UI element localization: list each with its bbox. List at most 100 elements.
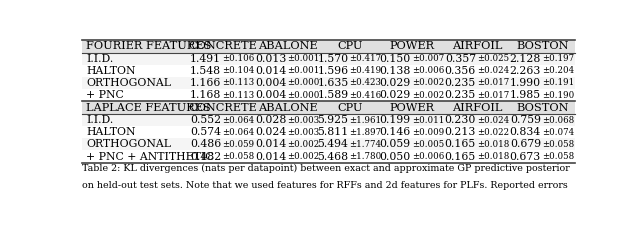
Text: POWER: POWER <box>390 41 435 51</box>
Text: 0.014: 0.014 <box>255 152 286 161</box>
Text: 0.679: 0.679 <box>510 139 541 149</box>
Text: 0.165: 0.165 <box>445 139 476 149</box>
Text: FOURIER FEATURES: FOURIER FEATURES <box>86 41 211 51</box>
Text: 5.468: 5.468 <box>317 152 349 161</box>
Text: ±0.024: ±0.024 <box>477 66 509 75</box>
Text: ±0.074: ±0.074 <box>542 128 574 137</box>
Text: ±0.003: ±0.003 <box>287 128 319 137</box>
Text: HALTON: HALTON <box>86 127 136 137</box>
Text: ±0.018: ±0.018 <box>477 140 509 149</box>
Text: ±0.001: ±0.001 <box>287 54 319 63</box>
Text: 0.165: 0.165 <box>445 152 476 161</box>
Text: 0.014: 0.014 <box>255 139 286 149</box>
Text: 0.146: 0.146 <box>380 127 411 137</box>
Text: ±0.017: ±0.017 <box>477 79 509 87</box>
Text: AIRFOIL: AIRFOIL <box>452 103 502 113</box>
Text: BOSTON: BOSTON <box>516 103 569 113</box>
Text: 0.213: 0.213 <box>445 127 476 137</box>
Text: ±0.416: ±0.416 <box>349 91 381 100</box>
Text: ±0.190: ±0.190 <box>542 91 574 100</box>
Text: ±0.003: ±0.003 <box>287 116 319 125</box>
Text: ±0.007: ±0.007 <box>412 54 444 63</box>
Bar <box>83 40 575 53</box>
Text: CONCRETE: CONCRETE <box>188 103 257 113</box>
Text: 1.168: 1.168 <box>189 90 221 100</box>
Text: 0.482: 0.482 <box>190 152 221 161</box>
Text: ±0.009: ±0.009 <box>412 128 444 137</box>
Text: ±0.000: ±0.000 <box>287 79 319 87</box>
Text: 1.589: 1.589 <box>317 90 349 100</box>
Text: ±0.058: ±0.058 <box>542 140 574 149</box>
Text: 0.673: 0.673 <box>509 152 541 161</box>
Text: ±1.780: ±1.780 <box>349 152 381 161</box>
Text: 1.570: 1.570 <box>317 54 349 64</box>
Text: ±0.002: ±0.002 <box>412 79 444 87</box>
Text: on held-out test sets. Note that we used features for RFFs and 2d features for P: on held-out test sets. Note that we used… <box>83 181 568 190</box>
Bar <box>83 65 575 77</box>
Text: ABALONE: ABALONE <box>258 103 317 113</box>
Text: ±0.064: ±0.064 <box>222 128 254 137</box>
Text: 1.548: 1.548 <box>190 66 221 76</box>
Text: 0.059: 0.059 <box>380 139 411 149</box>
Text: ±0.002: ±0.002 <box>287 140 319 149</box>
Text: ±0.002: ±0.002 <box>412 91 444 100</box>
Text: 5.811: 5.811 <box>317 127 349 137</box>
Text: BOSTON: BOSTON <box>516 41 569 51</box>
Text: ±0.002: ±0.002 <box>287 152 319 161</box>
Text: ±0.191: ±0.191 <box>542 79 574 87</box>
Text: 0.759: 0.759 <box>510 115 541 125</box>
Text: ±0.106: ±0.106 <box>222 54 254 63</box>
Text: 0.235: 0.235 <box>445 90 476 100</box>
Text: CPU: CPU <box>337 103 363 113</box>
Text: ±1.774: ±1.774 <box>349 140 381 149</box>
Text: ±0.423: ±0.423 <box>349 79 381 87</box>
Text: 0.029: 0.029 <box>380 90 411 100</box>
Text: ±0.005: ±0.005 <box>412 140 444 149</box>
Text: ±0.011: ±0.011 <box>412 116 444 125</box>
Text: ±0.025: ±0.025 <box>477 54 509 63</box>
Text: 1.166: 1.166 <box>189 78 221 88</box>
Text: 2.263: 2.263 <box>509 66 541 76</box>
Text: 1.596: 1.596 <box>317 66 349 76</box>
Text: 0.356: 0.356 <box>445 66 476 76</box>
Bar <box>83 138 575 150</box>
Text: ±0.017: ±0.017 <box>477 91 509 100</box>
Text: 5.494: 5.494 <box>317 139 349 149</box>
Text: Table 2: KL divergences (nats per datapoint) between exact and approximate GP pr: Table 2: KL divergences (nats per datapo… <box>83 164 570 174</box>
Text: 0.028: 0.028 <box>255 115 286 125</box>
Text: 0.834: 0.834 <box>509 127 541 137</box>
Text: POWER: POWER <box>390 103 435 113</box>
Text: 0.150: 0.150 <box>380 54 411 64</box>
Text: 5.925: 5.925 <box>317 115 349 125</box>
Text: + PNC: + PNC <box>86 90 124 100</box>
Bar <box>83 101 575 114</box>
Text: ABALONE: ABALONE <box>258 41 317 51</box>
Text: I.I.D.: I.I.D. <box>86 115 113 125</box>
Text: ±1.961: ±1.961 <box>349 116 381 125</box>
Text: 0.199: 0.199 <box>380 115 411 125</box>
Bar <box>83 53 575 65</box>
Text: ±0.022: ±0.022 <box>477 128 509 137</box>
Text: ±0.024: ±0.024 <box>477 116 509 125</box>
Text: 1.990: 1.990 <box>510 78 541 88</box>
Text: 1.491: 1.491 <box>190 54 221 64</box>
Text: ±0.419: ±0.419 <box>349 66 381 75</box>
Text: CPU: CPU <box>337 41 363 51</box>
Text: ±0.104: ±0.104 <box>222 66 254 75</box>
Bar <box>83 77 575 89</box>
Text: ±0.000: ±0.000 <box>287 91 319 100</box>
Text: 0.552: 0.552 <box>190 115 221 125</box>
Text: CONCRETE: CONCRETE <box>188 41 257 51</box>
Text: ±0.001: ±0.001 <box>287 66 319 75</box>
Text: 1.985: 1.985 <box>510 90 541 100</box>
Text: 0.004: 0.004 <box>255 78 286 88</box>
Text: ±0.058: ±0.058 <box>542 152 574 161</box>
Bar <box>83 89 575 101</box>
Text: ±1.897: ±1.897 <box>349 128 381 137</box>
Text: ±0.064: ±0.064 <box>222 116 254 125</box>
Text: 0.235: 0.235 <box>445 78 476 88</box>
Text: I.I.D.: I.I.D. <box>86 54 113 64</box>
Text: 0.230: 0.230 <box>445 115 476 125</box>
Text: ORTHOGONAL: ORTHOGONAL <box>86 78 171 88</box>
Text: + PNC + ANTITHETIC: + PNC + ANTITHETIC <box>86 152 214 161</box>
